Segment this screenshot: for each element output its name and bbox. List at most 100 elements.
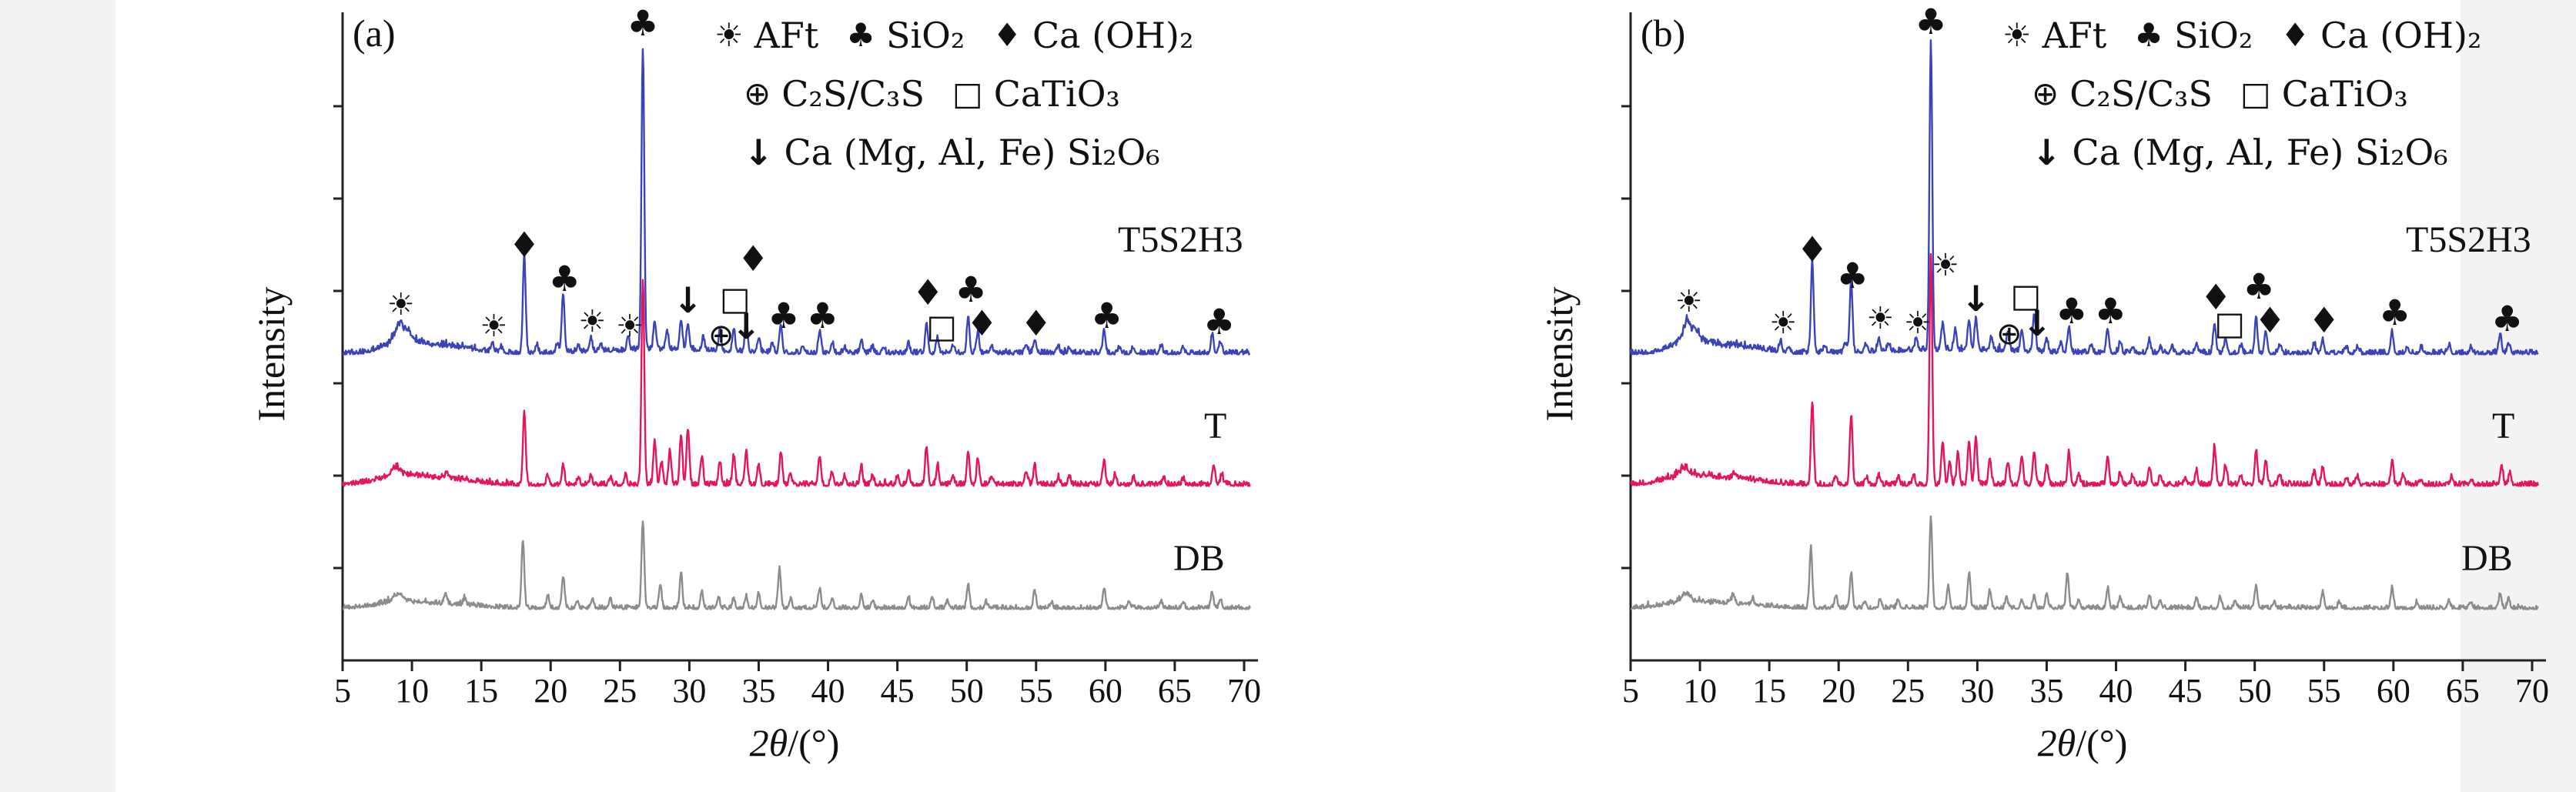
- peak-marker: ♣: [768, 295, 799, 336]
- caoh2-symbol-icon: ♦: [2280, 16, 2310, 54]
- peak-marker: ↓: [2022, 302, 2052, 344]
- x-tick-label: 70: [1227, 672, 1261, 710]
- x-axis-title: 2θ/(°): [2038, 720, 2128, 765]
- x-tick-label: 50: [2238, 672, 2272, 710]
- trace-label-t5s2h3: T5S2H3: [2406, 219, 2531, 260]
- peak-marker: ↓: [731, 306, 761, 347]
- peak-marker: ↓: [673, 279, 703, 321]
- plot-b: 5 10 15 20 25 30 35 40 45 50 55 60 65 70☀☀♦♣☀ ☀♣☀↓⊕□↓ ♣…: [1621, 1, 2549, 710]
- panel-label: (b): [1641, 12, 1686, 55]
- x-tick-label: 30: [672, 672, 706, 710]
- peak-marker: ☀: [387, 287, 415, 322]
- x-tick-label: 60: [2377, 672, 2410, 710]
- peak-marker: ☀: [1675, 284, 1703, 319]
- x-tick-label: 50: [950, 672, 984, 710]
- peak-marker: □: [2011, 277, 2042, 315]
- peak-marker: ♣: [2095, 290, 2126, 332]
- diopside-arrow-icon: ↓: [744, 132, 774, 173]
- peak-marker: ☀: [1769, 306, 1797, 341]
- legend-label: Ca (OH)₂: [2320, 15, 2482, 56]
- x-axis-title-symbol: 2θ: [749, 721, 788, 764]
- x-tick-label: 55: [1019, 672, 1053, 710]
- trace-T5S2H3: [1629, 39, 2539, 356]
- legend-label: SiO₂: [885, 15, 965, 56]
- trace-label-db: DB: [2461, 538, 2513, 579]
- x-tick-label: 10: [1683, 672, 1717, 710]
- legend-label: C₂S/C₃S: [781, 73, 925, 115]
- peak-marker: □: [2214, 305, 2245, 343]
- x-tick-label: 65: [2446, 672, 2480, 710]
- peak-marker: □: [720, 280, 751, 318]
- y-axis-title: Intensity: [1537, 286, 1581, 422]
- panel-b: 5 10 15 20 25 30 35 40 45 50 55 60 65 70 ☀ ☀ ♦ ♣ ☀ ☀ ♣ ☀ ↓ ⊕ □ ↓ ♣…: [1288, 0, 2576, 792]
- legend-item-sio2: ♣ SiO₂: [2134, 15, 2253, 56]
- peak-marker: □: [926, 308, 957, 346]
- peak-marker: ☀: [1866, 301, 1894, 336]
- legend-item-aft: ☀ AFt: [714, 15, 818, 56]
- trace-label-db: DB: [1173, 538, 1225, 579]
- peak-marker: ♣: [1091, 295, 1122, 336]
- peak-marker: ♦: [738, 238, 769, 279]
- x-tick-label: 45: [881, 672, 915, 710]
- trace-DB: [342, 520, 1251, 610]
- peak-marker: ↓: [1961, 278, 1991, 319]
- peak-marker: ⊕: [1996, 316, 2022, 352]
- legend-label: AFt: [2042, 15, 2107, 56]
- legend-item-caoh2: ♦ Ca (OH)₂: [992, 15, 1193, 56]
- peak-marker: ♦: [1020, 302, 1052, 344]
- legend-label: CaTiO₃: [2281, 73, 2408, 115]
- legend-label: Ca (OH)₂: [1032, 15, 1194, 56]
- x-tick-label: 20: [1822, 672, 1855, 710]
- peak-marker: ☀: [1904, 306, 1932, 341]
- peak-marker: ♦: [2200, 276, 2232, 318]
- legend-row: ☀ AFt ♣ SiO₂ ♦ Ca (OH)₂: [714, 6, 1221, 65]
- legend-row: ⊕ C₂S/C₃S □ CaTiO₃: [2032, 65, 2509, 123]
- aft-symbol-icon: ☀: [2002, 16, 2032, 54]
- peak-marker: ♦: [2254, 299, 2286, 341]
- legend-row: ↓ Ca (Mg, Al, Fe) Si₂O₆: [744, 123, 1221, 182]
- x-tick-label: 55: [2307, 672, 2341, 710]
- x-tick-label: 60: [1089, 672, 1122, 710]
- legend-item-c2s-c3s: ⊕ C₂S/C₃S: [744, 73, 925, 115]
- x-axis-title-units: /(°): [788, 721, 840, 764]
- peak-marker: ♣: [627, 2, 658, 44]
- x-tick-label: 5: [1622, 672, 1639, 710]
- x-tick-label: 15: [1752, 672, 1786, 710]
- peak-marker: ♦: [1796, 229, 1828, 270]
- x-axis-title: 2θ/(°): [750, 720, 840, 765]
- y-axis-title: Intensity: [249, 286, 293, 422]
- sio2-symbol-icon: ♣: [2134, 16, 2163, 54]
- x-axis-title-units: /(°): [2076, 721, 2128, 764]
- trace-label-t: T: [1204, 406, 1227, 446]
- panel-label: (a): [353, 12, 396, 55]
- peak-marker: ♣: [2056, 290, 2087, 332]
- legend-item-aft: ☀ AFt: [2002, 15, 2106, 56]
- x-tick-label: 30: [1960, 672, 1994, 710]
- legend-row: ↓ Ca (Mg, Al, Fe) Si₂O₆: [2032, 123, 2509, 182]
- trace-label-t5s2h3: T5S2H3: [1118, 219, 1243, 260]
- x-tick-label: 20: [534, 672, 567, 710]
- legend-label: Ca (Mg, Al, Fe) Si₂O₆: [2072, 132, 2448, 173]
- x-tick-label: 35: [741, 672, 775, 710]
- aft-symbol-icon: ☀: [714, 16, 744, 54]
- x-tick-label: 65: [1158, 672, 1192, 710]
- peak-marker: ♦: [966, 302, 998, 344]
- plot-a: 5 10 15 20 25 30 35 40 45 50 55 60 65 70☀☀♦♣☀ ☀♣↓⊕□↓♦♣…: [333, 2, 1261, 710]
- legend-label: Ca (Mg, Al, Fe) Si₂O₆: [784, 132, 1160, 173]
- c2s-c3s-symbol-icon: ⊕: [2032, 75, 2059, 112]
- peak-marker: ♣: [1837, 255, 1868, 296]
- peak-marker: ♣: [1915, 1, 1946, 42]
- legend-row: ☀ AFt ♣ SiO₂ ♦ Ca (OH)₂: [2002, 6, 2509, 65]
- legend-label: SiO₂: [2173, 15, 2253, 56]
- peak-marker: ♣: [2379, 292, 2410, 333]
- x-tick-label: 70: [2515, 672, 2549, 710]
- trace-T: [341, 279, 1251, 487]
- peak-marker: ☀: [480, 309, 507, 344]
- peak-marker: ⊕: [708, 318, 734, 353]
- x-tick-label: 15: [464, 672, 498, 710]
- x-tick-label: 40: [811, 672, 845, 710]
- legend-row: ⊕ C₂S/C₃S □ CaTiO₃: [744, 65, 1221, 123]
- peak-marker: ☀: [578, 304, 606, 339]
- x-tick-label: 10: [395, 672, 429, 710]
- peak-marker: ☀: [616, 309, 644, 344]
